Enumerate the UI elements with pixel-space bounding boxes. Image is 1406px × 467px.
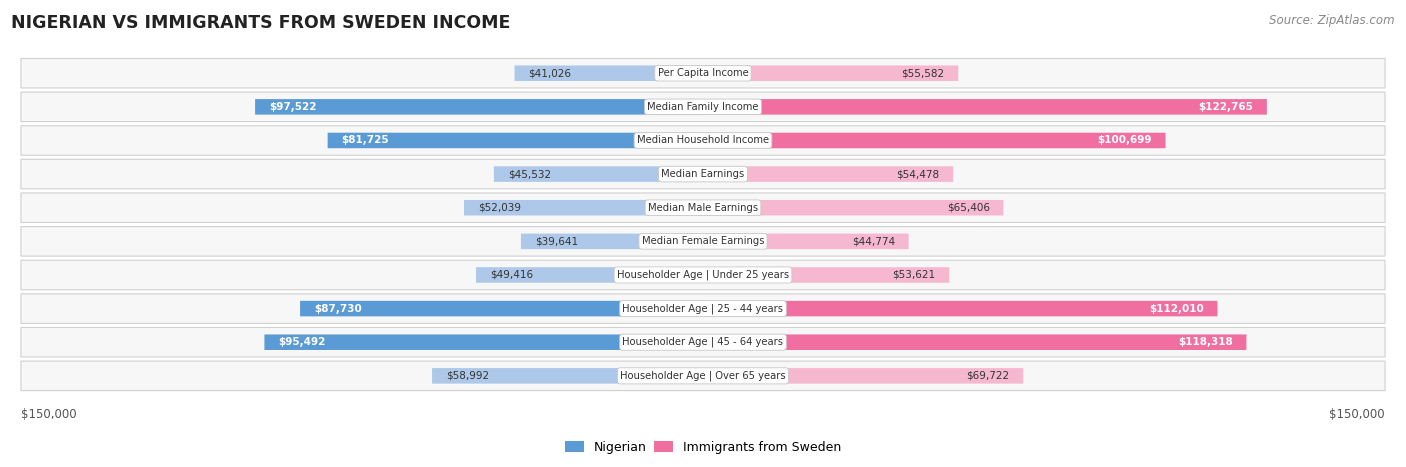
- FancyBboxPatch shape: [21, 126, 1385, 155]
- Text: $150,000: $150,000: [21, 408, 76, 421]
- Legend: Nigerian, Immigrants from Sweden: Nigerian, Immigrants from Sweden: [560, 436, 846, 459]
- FancyBboxPatch shape: [494, 166, 703, 182]
- Text: $45,532: $45,532: [508, 169, 551, 179]
- Text: $52,039: $52,039: [478, 203, 520, 213]
- FancyBboxPatch shape: [299, 301, 703, 316]
- Text: $54,478: $54,478: [896, 169, 939, 179]
- FancyBboxPatch shape: [703, 368, 1024, 383]
- FancyBboxPatch shape: [515, 65, 703, 81]
- Text: $150,000: $150,000: [1330, 408, 1385, 421]
- Text: $39,641: $39,641: [534, 236, 578, 247]
- FancyBboxPatch shape: [432, 368, 703, 383]
- Text: $58,992: $58,992: [446, 371, 489, 381]
- Text: $44,774: $44,774: [852, 236, 894, 247]
- Text: Median Male Earnings: Median Male Earnings: [648, 203, 758, 213]
- Text: Householder Age | Under 25 years: Householder Age | Under 25 years: [617, 270, 789, 280]
- Text: $53,621: $53,621: [893, 270, 935, 280]
- FancyBboxPatch shape: [703, 301, 1218, 316]
- FancyBboxPatch shape: [254, 99, 703, 114]
- Text: $97,522: $97,522: [269, 102, 316, 112]
- FancyBboxPatch shape: [21, 159, 1385, 189]
- FancyBboxPatch shape: [21, 92, 1385, 121]
- FancyBboxPatch shape: [703, 99, 1267, 114]
- FancyBboxPatch shape: [703, 65, 959, 81]
- Text: $55,582: $55,582: [901, 68, 945, 78]
- FancyBboxPatch shape: [703, 334, 1247, 350]
- Text: $81,725: $81,725: [342, 135, 389, 146]
- FancyBboxPatch shape: [477, 267, 703, 283]
- Text: Householder Age | 25 - 44 years: Householder Age | 25 - 44 years: [623, 304, 783, 314]
- FancyBboxPatch shape: [264, 334, 703, 350]
- FancyBboxPatch shape: [703, 267, 949, 283]
- Text: $87,730: $87,730: [314, 304, 361, 314]
- Text: Median Female Earnings: Median Female Earnings: [641, 236, 765, 247]
- Text: $112,010: $112,010: [1149, 304, 1204, 314]
- Text: $100,699: $100,699: [1097, 135, 1152, 146]
- Text: $122,765: $122,765: [1198, 102, 1253, 112]
- FancyBboxPatch shape: [703, 200, 1004, 215]
- Text: $118,318: $118,318: [1178, 337, 1233, 347]
- FancyBboxPatch shape: [21, 294, 1385, 323]
- Text: $41,026: $41,026: [529, 68, 571, 78]
- Text: Source: ZipAtlas.com: Source: ZipAtlas.com: [1270, 14, 1395, 27]
- FancyBboxPatch shape: [21, 226, 1385, 256]
- FancyBboxPatch shape: [703, 166, 953, 182]
- Text: $49,416: $49,416: [489, 270, 533, 280]
- FancyBboxPatch shape: [703, 133, 1166, 148]
- Text: $69,722: $69,722: [966, 371, 1010, 381]
- Text: Per Capita Income: Per Capita Income: [658, 68, 748, 78]
- Text: $65,406: $65,406: [946, 203, 990, 213]
- FancyBboxPatch shape: [21, 58, 1385, 88]
- Text: Median Earnings: Median Earnings: [661, 169, 745, 179]
- FancyBboxPatch shape: [703, 234, 908, 249]
- Text: Householder Age | Over 65 years: Householder Age | Over 65 years: [620, 371, 786, 381]
- FancyBboxPatch shape: [21, 260, 1385, 290]
- FancyBboxPatch shape: [328, 133, 703, 148]
- FancyBboxPatch shape: [21, 327, 1385, 357]
- FancyBboxPatch shape: [464, 200, 703, 215]
- Text: Median Household Income: Median Household Income: [637, 135, 769, 146]
- Text: Householder Age | 45 - 64 years: Householder Age | 45 - 64 years: [623, 337, 783, 347]
- FancyBboxPatch shape: [21, 361, 1385, 390]
- Text: NIGERIAN VS IMMIGRANTS FROM SWEDEN INCOME: NIGERIAN VS IMMIGRANTS FROM SWEDEN INCOM…: [11, 14, 510, 32]
- Text: Median Family Income: Median Family Income: [647, 102, 759, 112]
- Text: $95,492: $95,492: [278, 337, 326, 347]
- FancyBboxPatch shape: [21, 193, 1385, 222]
- FancyBboxPatch shape: [522, 234, 703, 249]
